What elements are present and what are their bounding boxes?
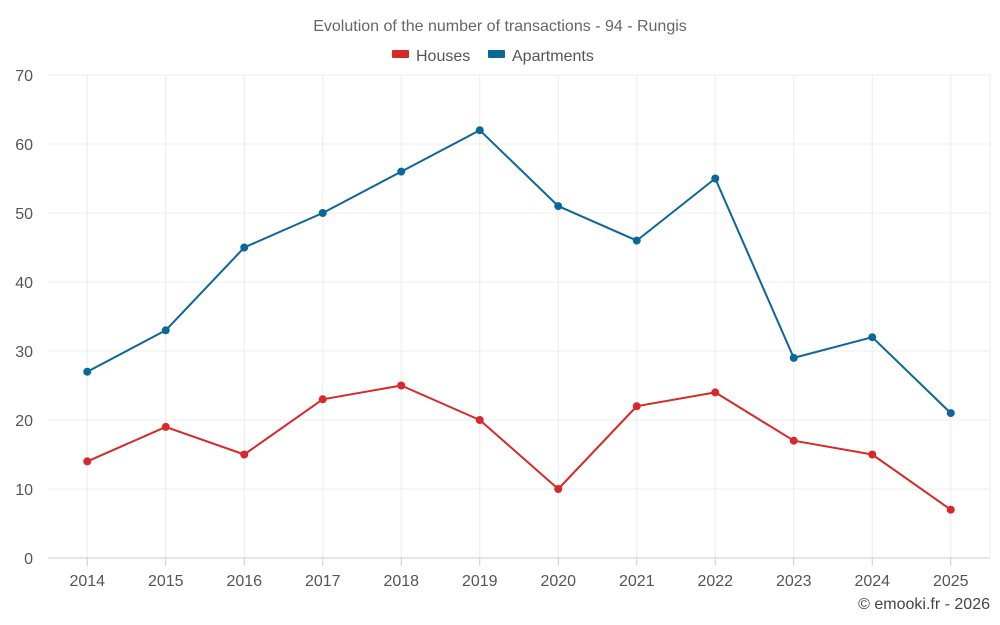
x-tick-label: 2021: [619, 573, 655, 590]
legend-swatch-houses: [392, 50, 409, 58]
data-point-apartments[interactable]: [711, 174, 720, 183]
data-point-houses[interactable]: [946, 505, 955, 514]
y-tick-label: 0: [24, 551, 33, 568]
credit-text: © emooki.fr - 2026: [858, 596, 990, 613]
x-tick-label: 2019: [462, 573, 498, 590]
series-apartments: [83, 126, 955, 418]
data-point-apartments[interactable]: [161, 326, 170, 335]
gridlines: [48, 74, 991, 558]
x-tick-label: 2016: [226, 573, 262, 590]
x-tick-label: 2015: [148, 573, 184, 590]
x-tick-label: 2014: [69, 573, 105, 590]
data-point-apartments[interactable]: [83, 367, 92, 376]
data-point-houses[interactable]: [554, 485, 563, 493]
axes: 0 10 20 30 40 50 60 70 2014 2015 2016 2017 2018 2019 2…: [15, 68, 990, 590]
legend-label-apartments[interactable]: Apartments: [512, 48, 594, 65]
data-point-apartments[interactable]: [868, 333, 877, 342]
y-tick-label: 50: [15, 206, 33, 223]
series-houses: [83, 381, 955, 514]
y-tick-label: 20: [15, 413, 33, 430]
chart-title: Evolution of the number of transactions …: [313, 18, 687, 35]
series-line-houses: [86, 384, 952, 511]
x-tick-label: 2025: [933, 573, 969, 590]
data-point-houses[interactable]: [475, 416, 484, 424]
legend-label-houses[interactable]: Houses: [416, 48, 470, 65]
x-tick-label: 2023: [776, 573, 812, 590]
data-point-houses[interactable]: [397, 381, 406, 390]
data-point-apartments[interactable]: [475, 126, 484, 135]
y-tick-label: 40: [15, 275, 33, 292]
data-point-apartments[interactable]: [789, 353, 798, 362]
data-point-houses[interactable]: [868, 450, 877, 459]
series-lines: [83, 126, 955, 514]
data-point-apartments[interactable]: [554, 202, 563, 211]
data-point-apartments[interactable]: [632, 236, 641, 245]
x-tick-label: 2020: [540, 573, 576, 590]
y-tick-label: 60: [15, 137, 33, 154]
legend: Houses Apartments: [392, 48, 594, 65]
data-point-houses[interactable]: [789, 436, 798, 445]
data-point-houses[interactable]: [318, 395, 327, 404]
data-point-houses[interactable]: [711, 388, 720, 397]
data-point-houses[interactable]: [161, 422, 170, 431]
y-tick-label: 70: [15, 68, 33, 85]
x-tick-label: 2022: [697, 573, 733, 590]
data-point-houses[interactable]: [240, 450, 249, 459]
data-point-houses[interactable]: [83, 457, 92, 466]
y-tick-label: 10: [15, 482, 33, 499]
x-tick-label: 2024: [854, 573, 890, 590]
series-line-apartments: [86, 129, 952, 414]
legend-swatch-apartments: [488, 50, 505, 58]
x-tick-label: 2017: [305, 573, 341, 590]
data-point-apartments[interactable]: [240, 243, 249, 252]
x-tick-label: 2018: [383, 573, 419, 590]
data-point-houses[interactable]: [632, 402, 641, 411]
data-point-apartments[interactable]: [946, 409, 955, 418]
data-point-apartments[interactable]: [397, 167, 406, 176]
y-tick-label: 30: [15, 344, 33, 361]
data-point-apartments[interactable]: [318, 209, 327, 217]
